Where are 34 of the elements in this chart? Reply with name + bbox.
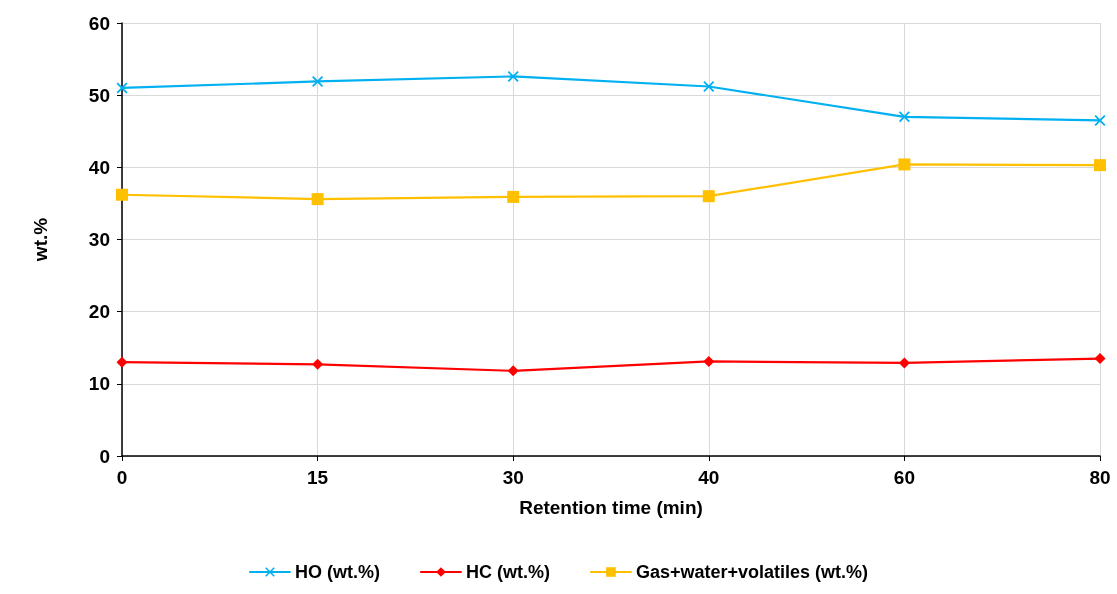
legend-label: Gas+water+volatiles (wt.%)	[635, 562, 869, 582]
point	[507, 70, 519, 82]
x-tick-label: 40	[698, 467, 720, 488]
point	[116, 82, 128, 94]
point	[898, 111, 910, 123]
y-tick-label: 20	[88, 301, 110, 323]
x-tick-label: 80	[1089, 467, 1111, 488]
point	[311, 193, 324, 206]
point	[116, 188, 128, 201]
y-axis-title: wt.%	[30, 217, 51, 263]
point	[116, 356, 128, 368]
x-tick-label: 30	[502, 467, 524, 488]
point	[507, 190, 520, 203]
point	[1094, 353, 1106, 365]
x-axis-title: Retention time (min)	[519, 497, 703, 518]
point	[312, 358, 324, 370]
point	[507, 365, 519, 377]
x-tick-label: 15	[307, 467, 329, 488]
legend-label: HO (wt.%)	[294, 562, 380, 582]
y-tick-label: 30	[88, 229, 110, 250]
x-tick-label: 60	[893, 467, 915, 488]
y-tick-label: 40	[88, 156, 110, 178]
x-tick-label: 0	[116, 467, 128, 488]
legend-label: HC (wt.%)	[465, 562, 550, 582]
point	[312, 75, 324, 87]
point	[1094, 159, 1106, 172]
point	[702, 190, 715, 203]
y-tick-label: 0	[99, 445, 110, 467]
point	[898, 158, 911, 171]
y-tick-label: 60	[88, 12, 110, 34]
point	[703, 355, 715, 367]
point	[898, 357, 910, 369]
y-tick-label: 10	[88, 373, 110, 395]
y-tick-label: 50	[88, 84, 110, 106]
